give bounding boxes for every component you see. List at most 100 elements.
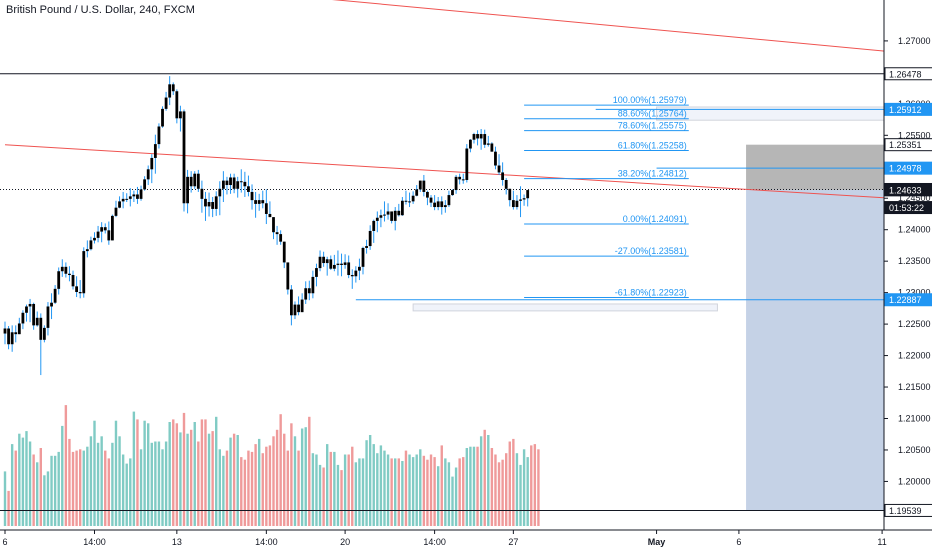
volume-bar	[279, 414, 282, 526]
price-tick-label: 1.23000	[898, 288, 931, 298]
candle-body	[526, 190, 530, 199]
price-tick-label: 1.23500	[898, 256, 931, 266]
candle-body	[257, 200, 261, 204]
volume-bar	[347, 454, 350, 526]
volume-bar	[107, 458, 111, 526]
volume-bar	[354, 462, 358, 526]
time-tick-label: 27	[508, 537, 518, 547]
price-label-box-6	[884, 201, 932, 215]
candle-body	[118, 201, 121, 208]
fib-level-label-4: 38.20%(1.24812)	[618, 169, 687, 179]
candle-body	[393, 210, 397, 221]
price-tick-label: 1.20500	[898, 445, 931, 455]
volume-bar	[311, 453, 315, 526]
volume-bar	[300, 428, 304, 526]
candle-body	[57, 271, 61, 289]
candle-body	[451, 190, 454, 196]
volume-bar	[243, 459, 247, 526]
volume-bar	[336, 464, 340, 526]
price-label-box-3	[884, 161, 932, 175]
volume-bar	[186, 433, 189, 526]
candle-body	[411, 195, 415, 202]
candle-body	[146, 169, 150, 180]
volume-bar	[104, 450, 107, 526]
volume-bar	[286, 450, 290, 526]
volume-bar	[376, 453, 379, 526]
price-tick-label: 1.21500	[898, 382, 931, 392]
candle-body	[139, 189, 143, 199]
candle-body	[243, 181, 247, 187]
candle-body	[311, 276, 315, 294]
volume-bar	[168, 422, 171, 526]
volume-bar	[100, 436, 103, 526]
volume-bar	[3, 471, 7, 526]
candle-body	[515, 200, 519, 208]
volume-bar	[50, 455, 53, 526]
volume-bar	[53, 455, 57, 526]
candle-body	[508, 188, 512, 201]
volume-bar	[304, 427, 307, 526]
price-label-box-5	[884, 183, 932, 197]
volume-bar	[57, 451, 60, 526]
volume-bar	[429, 454, 433, 526]
candle-body	[290, 289, 293, 316]
volume-bar	[129, 458, 132, 526]
candle-body	[25, 306, 28, 313]
candle-body	[304, 288, 308, 300]
volume-bar	[290, 423, 293, 526]
time-tick-label: 6	[736, 537, 741, 547]
volume-bar	[519, 464, 522, 526]
volume-bar	[175, 423, 179, 526]
volume-bar	[136, 419, 139, 526]
time-tick-label: May	[648, 537, 666, 547]
candle-body	[111, 215, 114, 241]
volume-bar	[218, 449, 221, 526]
volume-bar	[75, 450, 78, 526]
candle-body	[71, 275, 75, 287]
candle-body	[28, 303, 32, 307]
candle-body	[193, 173, 197, 187]
candle-body	[379, 215, 383, 218]
candle-body	[300, 299, 304, 313]
zone-rect-1	[412, 303, 718, 312]
candle-body	[454, 176, 458, 191]
volume-bar	[265, 446, 268, 526]
volume-bar	[447, 462, 451, 526]
time-tick-label: 14:00	[255, 537, 278, 547]
candle-body	[239, 181, 243, 183]
candle-body	[368, 230, 372, 247]
volume-bar	[61, 425, 64, 526]
price-label-box-8	[884, 503, 932, 517]
volume-bar	[512, 438, 515, 526]
price-tick-label: 1.20000	[898, 476, 931, 486]
candle-body	[307, 288, 311, 294]
volume-bar	[275, 429, 279, 526]
trend-line-0	[331, 0, 932, 57]
volume-bar	[505, 453, 508, 526]
candle-body	[261, 200, 265, 204]
candle-body	[504, 179, 508, 189]
candle-body	[282, 241, 286, 263]
candle-body	[436, 201, 440, 208]
volume-bar	[358, 458, 361, 526]
price-tick-label: 1.22000	[898, 351, 931, 361]
candle-body	[279, 234, 283, 242]
price-label-text-6: 01:53:22	[889, 203, 924, 213]
candle-body	[469, 139, 472, 149]
volume-bar	[283, 433, 286, 526]
volume-bar	[64, 405, 68, 526]
candle-body	[132, 194, 136, 197]
volume-bar	[78, 449, 82, 526]
volume-bar	[147, 423, 150, 526]
volume-bar	[211, 431, 214, 526]
time-tick-label: 6	[2, 537, 7, 547]
candle-body	[426, 191, 429, 198]
candle-body	[17, 323, 21, 335]
candle-body	[75, 286, 78, 293]
candle-body	[121, 198, 125, 202]
candle-body	[3, 328, 7, 334]
candle-body	[46, 306, 50, 328]
volume-bar	[150, 442, 153, 526]
